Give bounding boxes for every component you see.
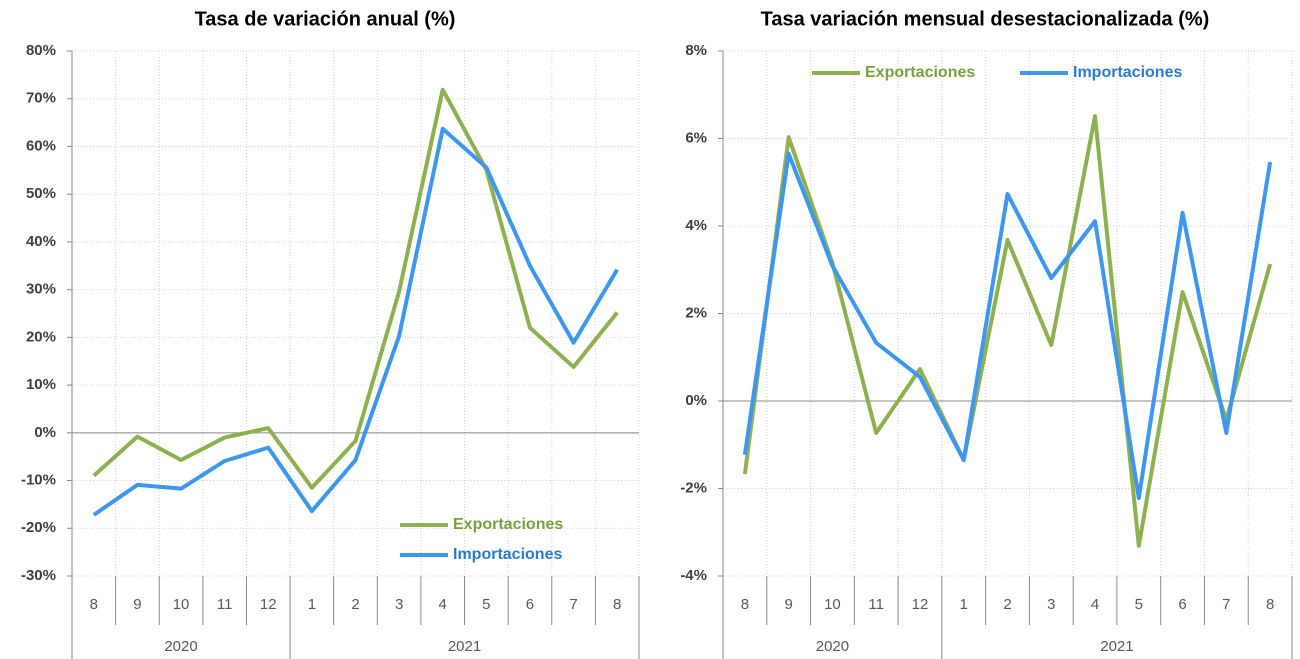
- x-tick-label: 5: [1135, 596, 1143, 613]
- legend-label: Importaciones: [453, 546, 562, 563]
- x-tick-label: 4: [1091, 596, 1099, 613]
- y-tick-label: 0%: [34, 424, 56, 441]
- x-tick-label: 9: [133, 596, 141, 613]
- x-tick-label: 8: [613, 596, 621, 613]
- x-tick-label: 8: [1266, 596, 1274, 613]
- series-line: [92, 126, 619, 517]
- x-tick-label: 11: [217, 596, 233, 613]
- x-tick-label: 6: [526, 596, 534, 613]
- legend-label: Exportaciones: [453, 516, 563, 533]
- y-tick-label: 70%: [26, 90, 56, 107]
- y-tick-label: 8%: [685, 42, 707, 59]
- x-group-label: 2021: [1100, 638, 1133, 655]
- y-tick-label: -30%: [21, 567, 56, 584]
- y-tick-label: 10%: [26, 376, 56, 393]
- series-line: [92, 87, 619, 490]
- x-tick-label: 5: [482, 596, 490, 613]
- y-tick-label: 30%: [26, 281, 56, 298]
- series-line: [742, 114, 1273, 548]
- y-tick-label: -20%: [21, 519, 56, 536]
- x-tick-label: 3: [395, 596, 403, 613]
- y-tick-label: 0%: [685, 392, 707, 409]
- chart-title: Tasa de variación anual (%): [195, 8, 456, 30]
- x-tick-label: 8: [90, 596, 98, 613]
- chart-title: Tasa variación mensual desestacionalizad…: [761, 8, 1210, 30]
- x-group-label: 2021: [448, 638, 481, 655]
- y-tick-label: 6%: [685, 129, 707, 146]
- y-tick-label: -4%: [680, 567, 707, 584]
- y-tick-label: 80%: [26, 42, 56, 59]
- legend-label: Importaciones: [1073, 64, 1182, 81]
- x-tick-label: 3: [1047, 596, 1055, 613]
- x-tick-label: 1: [960, 596, 968, 613]
- x-tick-label: 4: [439, 596, 447, 613]
- series-line: [742, 151, 1273, 501]
- y-tick-label: 40%: [26, 233, 56, 250]
- legend-label: Exportaciones: [865, 64, 975, 81]
- y-tick-label: 20%: [26, 328, 56, 345]
- y-tick-label: 2%: [685, 304, 707, 321]
- x-tick-label: 7: [569, 596, 577, 613]
- x-tick-label: 2: [351, 596, 359, 613]
- x-group-label: 2020: [164, 638, 197, 655]
- x-tick-label: 9: [784, 596, 792, 613]
- y-tick-label: -10%: [21, 472, 56, 489]
- x-tick-label: 8: [741, 596, 749, 613]
- y-tick-label: 60%: [26, 137, 56, 154]
- x-tick-label: 11: [868, 596, 884, 613]
- x-tick-label: 6: [1178, 596, 1186, 613]
- x-tick-label: 7: [1222, 596, 1230, 613]
- x-group-label: 2020: [816, 638, 849, 655]
- x-tick-label: 12: [912, 596, 929, 613]
- y-tick-label: 4%: [685, 217, 707, 234]
- x-tick-label: 2: [1003, 596, 1011, 613]
- x-tick-label: 10: [824, 596, 841, 613]
- y-tick-label: -2%: [680, 479, 707, 496]
- y-tick-label: 50%: [26, 185, 56, 202]
- x-tick-label: 12: [260, 596, 277, 613]
- x-tick-label: 1: [308, 596, 316, 613]
- x-tick-label: 10: [173, 596, 190, 613]
